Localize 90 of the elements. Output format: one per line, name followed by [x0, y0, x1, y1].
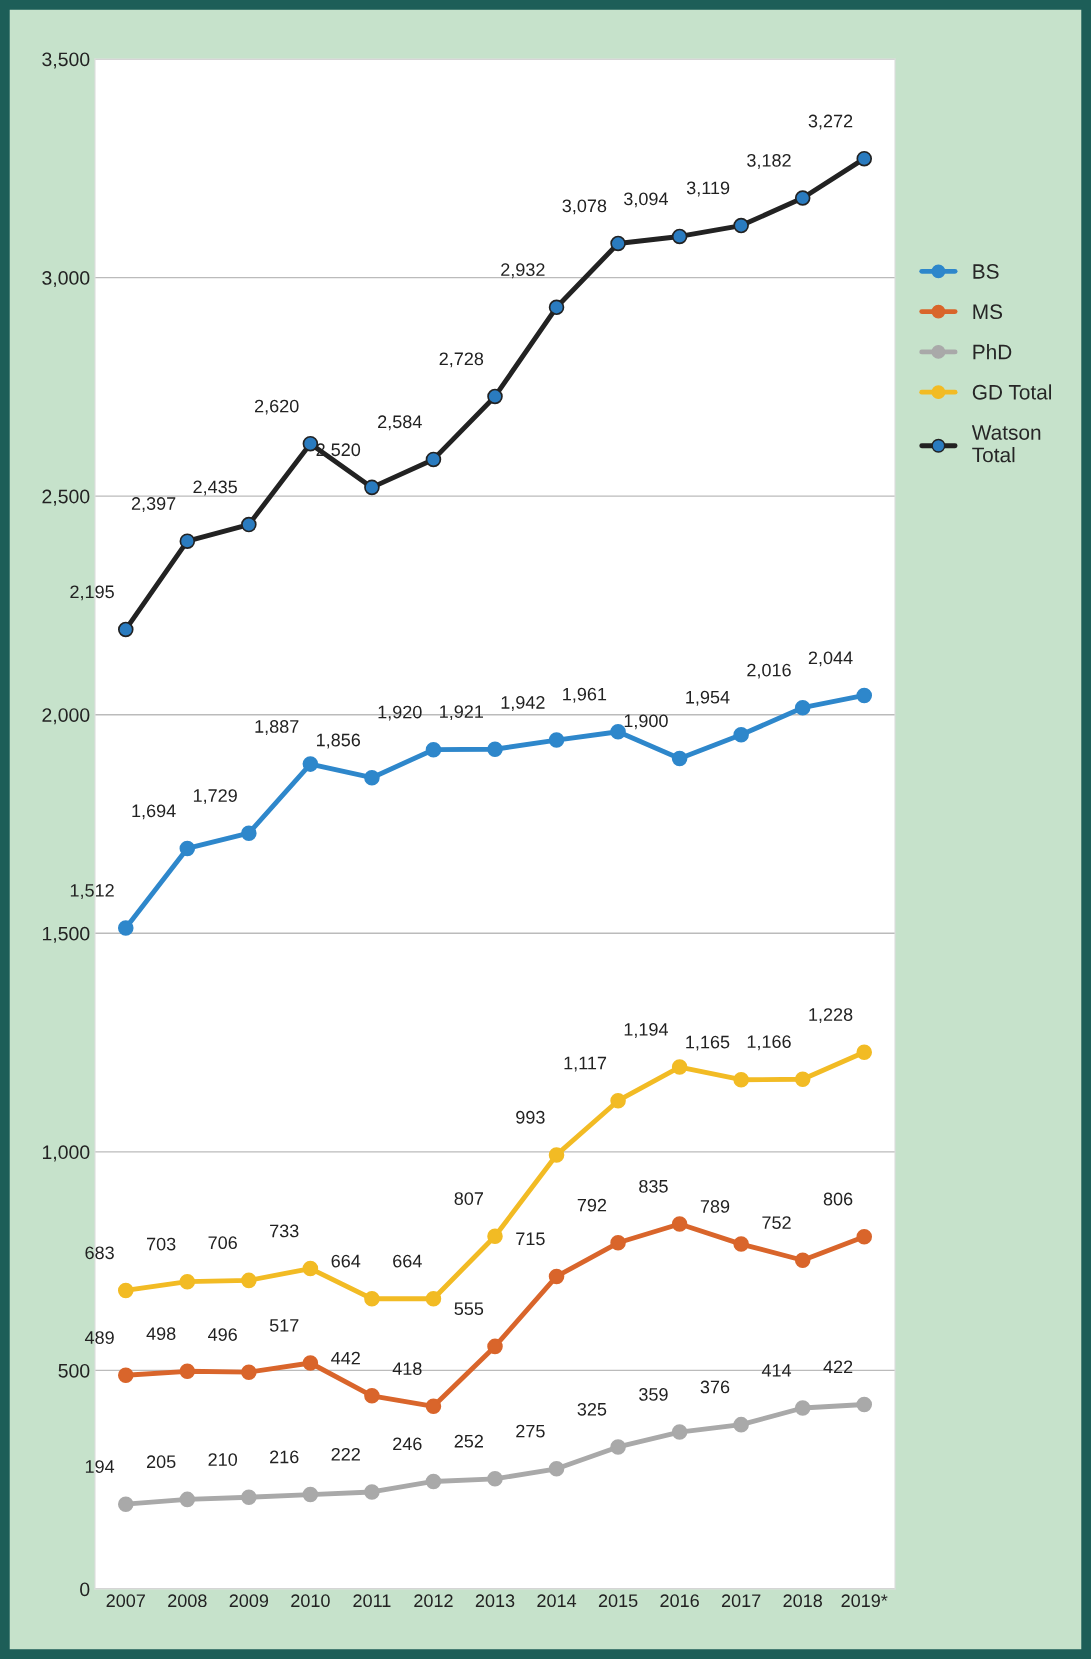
x-tick-label: 2008 [168, 1594, 207, 1608]
data-label: 807 [454, 1192, 483, 1205]
data-label: 555 [454, 1302, 484, 1316]
data-label: 2,584 [378, 415, 422, 431]
x-tick-label: 2010 [291, 1594, 330, 1608]
data-label: 246 [393, 1437, 422, 1451]
data-label: 442 [331, 1351, 360, 1365]
y-tick-label: 1,000 [42, 1145, 90, 1162]
data-label: 733 [270, 1224, 299, 1238]
data-label: 2,435 [193, 480, 237, 496]
x-tick-label: 2011 [353, 1594, 391, 1608]
y-tick-label: 500 [58, 1363, 90, 1378]
data-label: 325 [577, 1402, 607, 1416]
data-label: 1,694 [132, 804, 176, 820]
legend-label: MS [973, 304, 1003, 320]
x-tick-label: 2007 [106, 1594, 145, 1608]
data-label: 1,512 [70, 883, 114, 899]
data-label: 205 [146, 1455, 176, 1469]
data-label: 3,119 [686, 181, 730, 197]
data-label: 715 [516, 1232, 545, 1246]
data-label: 2,620 [255, 399, 299, 415]
data-label: 3,182 [747, 153, 791, 169]
data-label: 1,228 [809, 1008, 853, 1024]
x-tick-label: 2012 [414, 1594, 453, 1608]
data-label: 664 [393, 1254, 422, 1268]
data-label: 1,961 [563, 687, 607, 703]
data-label: 359 [639, 1388, 668, 1401]
data-label: 222 [331, 1447, 360, 1461]
y-tick-label: 2,000 [42, 708, 90, 725]
data-label: 1,954 [686, 690, 730, 706]
x-tick-label: 2009 [229, 1594, 269, 1608]
data-label: 210 [208, 1453, 238, 1466]
data-label: 3,272 [808, 114, 853, 130]
x-tick-label: 2017 [721, 1594, 761, 1608]
data-label: 835 [639, 1179, 668, 1193]
y-tick-label: 3,500 [42, 52, 90, 69]
data-label: 414 [761, 1364, 792, 1377]
data-label: 792 [577, 1198, 607, 1212]
data-label: 1,887 [255, 720, 299, 735]
data-label: 1,166 [747, 1035, 791, 1051]
data-label: 194 [85, 1460, 115, 1473]
data-label: 376 [700, 1380, 730, 1394]
data-label: 1,194 [624, 1023, 668, 1038]
data-label: 1,920 [378, 705, 422, 721]
x-tick-label: 2018 [783, 1594, 822, 1608]
data-label: 2,195 [70, 585, 114, 601]
legend-label: BS [973, 264, 999, 279]
y-tick-label: 0 [80, 1582, 90, 1597]
data-label: 517 [269, 1319, 299, 1332]
data-label: 806 [823, 1192, 853, 1206]
x-tick-label: 2016 [660, 1594, 699, 1608]
legend-label: GD Total [972, 384, 1052, 400]
data-label: 1,165 [686, 1035, 730, 1051]
data-label: 1,900 [624, 714, 668, 730]
data-label: 2,728 [439, 352, 484, 368]
data-label: 752 [762, 1216, 791, 1229]
data-label: 252 [454, 1434, 483, 1448]
data-label: 498 [146, 1327, 176, 1341]
data-label: 664 [331, 1254, 361, 1268]
data-label: 993 [516, 1110, 545, 1124]
data-label: 496 [208, 1328, 237, 1341]
data-label: 2,397 [131, 497, 176, 513]
data-label: 2,016 [747, 663, 791, 679]
y-tick-label: 3,000 [42, 271, 90, 288]
data-label: 706 [208, 1236, 237, 1250]
data-label: 2,932 [501, 263, 545, 279]
legend-label: Watson Total [971, 425, 1041, 463]
data-label: 1,921 [440, 705, 484, 721]
data-label: 489 [84, 1331, 114, 1344]
data-label: 789 [700, 1200, 730, 1213]
x-tick-label: 2013 [475, 1594, 515, 1608]
legend-label: PhD [973, 344, 1012, 360]
x-tick-label: 2019* [841, 1594, 888, 1608]
data-label: 703 [147, 1237, 176, 1251]
y-tick-label: 1,500 [42, 926, 90, 943]
data-label: 3,094 [624, 192, 668, 208]
data-label: 1,729 [193, 789, 237, 805]
data-label: 3,078 [562, 199, 607, 215]
data-label: 422 [823, 1360, 853, 1374]
x-tick-label: 2015 [598, 1594, 638, 1608]
data-label: 1,117 [564, 1056, 607, 1072]
data-label: 418 [392, 1362, 422, 1376]
data-label: 275 [516, 1424, 545, 1438]
data-label: 1,856 [317, 733, 361, 749]
data-label: 683 [85, 1246, 114, 1260]
data-label: 2,044 [808, 651, 853, 667]
data-label: 1,942 [501, 696, 545, 711]
x-tick-label: 2014 [537, 1594, 577, 1608]
y-tick-label: 2,500 [42, 489, 90, 506]
data-label: 216 [270, 1450, 299, 1464]
